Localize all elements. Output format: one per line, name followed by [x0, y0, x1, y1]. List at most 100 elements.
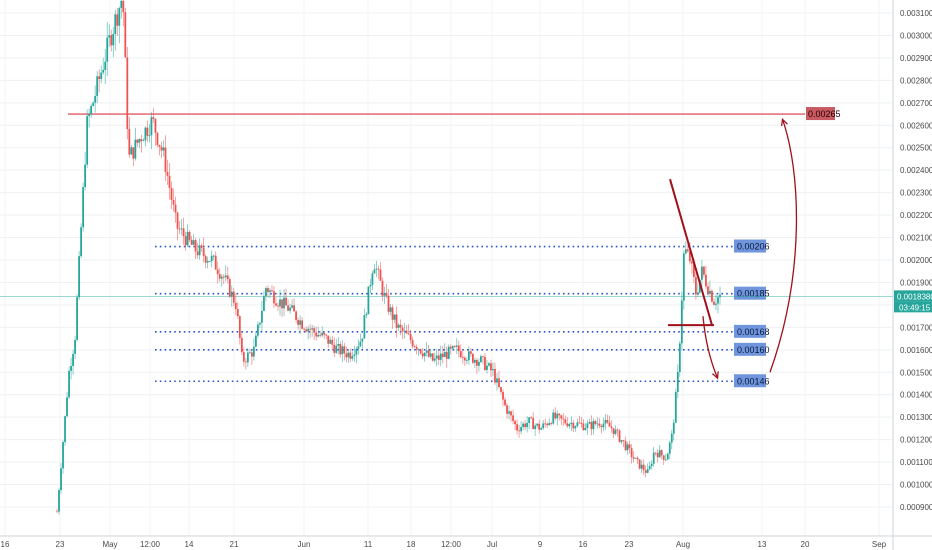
candle-body	[407, 333, 410, 335]
candle-body	[630, 448, 633, 458]
candle-body	[146, 127, 149, 136]
candle-body	[289, 307, 291, 311]
candle-body	[574, 426, 577, 429]
y-tick-label: 0.00140000	[900, 391, 932, 400]
candle-body	[234, 302, 237, 310]
candle-body	[638, 459, 641, 469]
candle-body	[586, 423, 589, 429]
candle-body	[244, 361, 247, 363]
candle-body	[443, 351, 446, 358]
candle-body	[580, 422, 583, 424]
candle-body	[293, 305, 295, 312]
candle-body	[377, 268, 380, 270]
candle-body	[530, 417, 533, 419]
y-tick-label: 0.00110000	[900, 458, 932, 467]
candle-body	[365, 314, 368, 316]
candle-body	[142, 140, 145, 142]
candle-body	[449, 346, 452, 349]
candle-body	[112, 33, 115, 46]
candle-body	[124, 12, 127, 58]
candle-body	[508, 411, 510, 414]
candle-body	[82, 187, 85, 228]
candle-body	[72, 353, 74, 366]
y-tick-label: 0.00230000	[900, 189, 932, 198]
y-tick-label: 0.00090000	[900, 503, 932, 512]
candle-body	[715, 303, 717, 305]
candle-body	[265, 288, 267, 297]
candle-body	[100, 72, 103, 80]
y-tick-label: 0.00260000	[900, 121, 932, 130]
candle-body	[463, 357, 466, 361]
candle-body	[461, 357, 464, 358]
candle-body	[359, 341, 362, 347]
candle-body	[692, 263, 695, 278]
y-tick-label: 0.00190000	[900, 278, 932, 287]
candle-body	[457, 345, 460, 352]
candle-body	[522, 423, 525, 428]
candle-body	[78, 256, 80, 298]
candle-body	[349, 352, 352, 359]
candle-body	[307, 328, 310, 332]
x-tick-label: 16	[579, 540, 588, 549]
candle-body	[504, 399, 506, 406]
candle-body	[447, 346, 450, 359]
y-tick-label: 0.00290000	[900, 54, 932, 63]
candle-body	[433, 358, 436, 361]
candle-body	[184, 236, 187, 246]
candle-body	[387, 295, 390, 312]
candle-body	[415, 346, 418, 350]
candle-body	[701, 266, 703, 280]
candle-body	[212, 255, 215, 257]
candle-body	[343, 346, 346, 354]
candle-body	[261, 310, 263, 323]
candle-body	[277, 305, 279, 307]
candle-body	[88, 114, 91, 117]
candle-body	[490, 363, 492, 371]
candle-body	[192, 240, 195, 245]
candle-body	[164, 147, 167, 172]
candle-body	[162, 147, 165, 151]
candle-body	[248, 352, 251, 354]
countdown-tag	[894, 301, 932, 313]
candle-body	[554, 412, 557, 419]
candle-body	[471, 353, 474, 363]
candle-body	[644, 470, 647, 473]
candle-body	[64, 416, 66, 443]
candle-body	[393, 314, 396, 320]
x-tick-label: Sep	[872, 540, 887, 549]
candle-body	[500, 387, 502, 392]
candle-body	[480, 356, 482, 363]
candle-body	[439, 353, 442, 360]
candle-body	[550, 423, 553, 424]
candle-body	[445, 351, 448, 359]
candle-body	[208, 261, 211, 262]
candle-body	[160, 146, 163, 151]
candle-body	[246, 352, 249, 363]
candle-body	[281, 299, 283, 309]
candle-body	[482, 356, 484, 358]
candle-body	[144, 127, 147, 141]
candle-body	[353, 354, 356, 357]
y-tick-label: 0.00210000	[900, 234, 932, 243]
candle-body	[423, 352, 426, 357]
candle-body	[148, 135, 151, 137]
candle-body	[238, 316, 241, 338]
candle-body	[216, 269, 219, 275]
candle-body	[534, 425, 537, 430]
candle-body	[686, 249, 689, 252]
level-label-bg	[734, 324, 766, 338]
candle-body	[273, 291, 275, 304]
x-tick-label: Aug	[676, 540, 690, 549]
candle-body	[168, 175, 171, 188]
level-label: 0.00206	[737, 242, 770, 252]
candle-body	[170, 187, 173, 201]
candle-body	[660, 450, 663, 456]
candle-body	[108, 35, 111, 38]
x-tick-label: 12:00	[441, 540, 462, 549]
candle-body	[717, 297, 719, 304]
candle-body	[566, 423, 569, 427]
candle-body	[705, 274, 707, 287]
x-tick-label: May	[102, 540, 117, 549]
